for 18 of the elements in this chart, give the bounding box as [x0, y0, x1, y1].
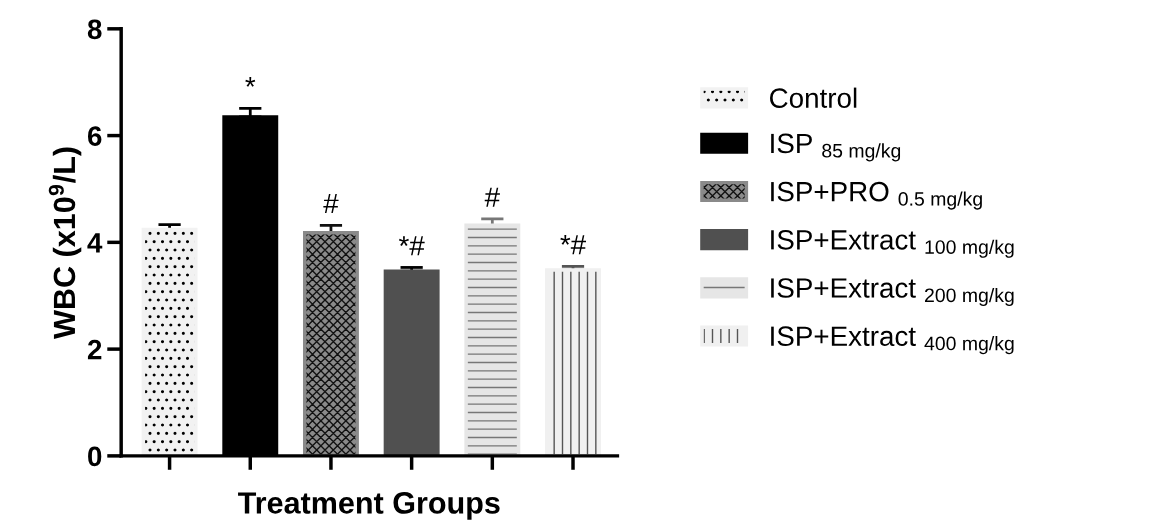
data-label: # [484, 187, 500, 207]
legend-label: ISP+Extract $_{200 mg/kg}$ [771, 278, 1014, 306]
legend-label: ISP+Extract $_{100 mg/kg}$ [771, 229, 1014, 258]
legend-label: Control [770, 87, 857, 108]
y-tick-label: 6 [87, 126, 102, 146]
y-axis-title: WBC (x10$^{9}$/L) [48, 147, 82, 339]
y-tick-label: 8 [87, 19, 102, 40]
data-label: # [323, 194, 339, 214]
legend-label: ISP+Extract $_{400 mg/kg}$ [771, 326, 1014, 355]
legend-label: ISP+PRO $_{0.5 mg/kg}$ [771, 181, 982, 210]
y-tick-label: 0 [88, 446, 102, 467]
x-axis-title: Treatment Groups [238, 492, 500, 520]
y-tick-label: 4 [87, 233, 103, 253]
data-label: *# [398, 236, 425, 256]
data-label: *# [560, 235, 587, 255]
y-tick-label: 2 [87, 339, 102, 360]
data-label: * [245, 77, 256, 87]
legend-label: ISP $_{85 mg/kg}$ [771, 133, 901, 162]
